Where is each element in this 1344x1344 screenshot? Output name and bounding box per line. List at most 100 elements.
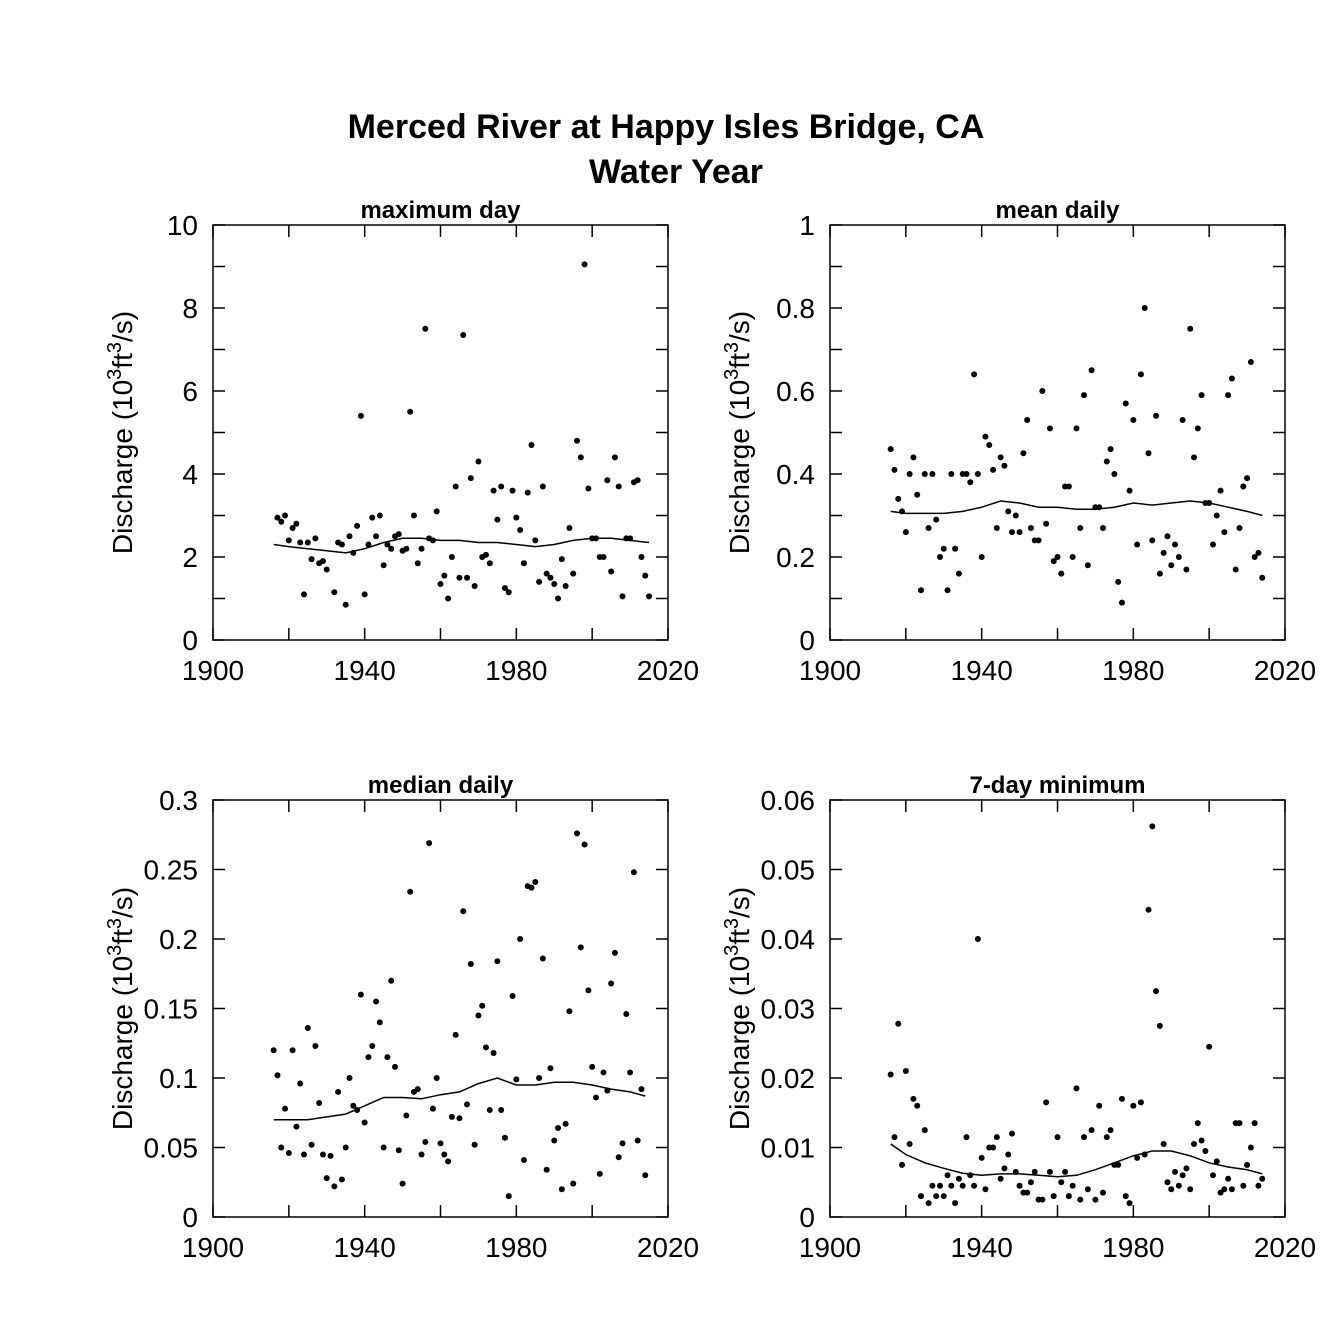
data-point-mean-daily xyxy=(1134,541,1141,548)
data-point-median-daily xyxy=(282,1105,289,1112)
data-point-seven-day-min xyxy=(1221,1186,1228,1193)
data-point-max-day xyxy=(331,589,338,596)
data-point-max-day xyxy=(395,531,402,538)
data-point-seven-day-min xyxy=(982,1186,989,1193)
data-point-seven-day-min xyxy=(936,1182,943,1189)
data-point-seven-day-min xyxy=(1236,1120,1243,1127)
data-point-mean-daily xyxy=(936,554,943,560)
y-tick-label-max-day: 2 xyxy=(182,542,198,573)
data-point-mean-daily xyxy=(1232,566,1239,573)
data-point-max-day xyxy=(501,585,508,592)
data-point-seven-day-min xyxy=(944,1172,951,1179)
data-point-median-daily xyxy=(289,1047,296,1054)
data-point-seven-day-min xyxy=(940,1193,947,1200)
data-point-median-daily xyxy=(562,1120,569,1127)
data-point-max-day xyxy=(278,518,285,525)
data-point-mean-daily xyxy=(1024,417,1031,424)
data-point-median-daily xyxy=(505,1193,512,1200)
data-point-median-daily xyxy=(456,1115,463,1122)
x-tick-label-mean-daily: 1940 xyxy=(951,655,1013,686)
y-tick-label-max-day: 10 xyxy=(167,210,198,241)
y-tick-label-seven-day-min: 0.06 xyxy=(761,785,816,816)
data-point-seven-day-min xyxy=(1073,1085,1080,1092)
data-point-mean-daily xyxy=(1175,554,1182,560)
data-point-median-daily xyxy=(509,992,516,999)
data-point-mean-daily xyxy=(1236,524,1243,531)
data-point-max-day xyxy=(494,516,501,523)
data-point-max-day xyxy=(289,524,296,531)
data-point-median-daily xyxy=(392,1063,398,1070)
data-point-mean-daily xyxy=(1130,417,1137,424)
data-point-mean-daily xyxy=(1198,392,1205,399)
data-point-mean-daily xyxy=(952,545,959,552)
data-point-mean-daily xyxy=(1115,578,1122,585)
data-point-max-day xyxy=(433,508,440,515)
data-point-median-daily xyxy=(585,987,592,994)
data-point-median-daily xyxy=(316,1100,323,1107)
data-point-median-daily xyxy=(429,1105,436,1112)
data-point-median-daily xyxy=(608,980,615,987)
data-point-seven-day-min xyxy=(1160,1141,1167,1148)
data-point-max-day xyxy=(604,477,611,484)
data-point-max-day xyxy=(600,554,607,560)
data-point-max-day xyxy=(528,441,535,448)
smooth-line-mean-daily xyxy=(890,500,1263,517)
data-point-median-daily xyxy=(494,958,501,965)
data-point-max-day xyxy=(577,454,584,461)
y-tick-label-mean-daily: 0.4 xyxy=(776,459,815,490)
data-point-seven-day-min xyxy=(1259,1175,1266,1182)
data-point-seven-day-min xyxy=(948,1182,955,1189)
data-point-max-day xyxy=(346,533,353,540)
data-point-median-daily xyxy=(460,908,467,915)
y-tick-label-seven-day-min: 0.03 xyxy=(761,994,816,1025)
data-point-seven-day-min xyxy=(1043,1099,1050,1106)
data-point-median-daily xyxy=(589,1063,596,1070)
panel-seven-day-min: 7-day minimum 1900 1940 1980 2020 0 0.01 0.02 0.… xyxy=(721,772,1316,1263)
data-point-median-daily xyxy=(634,1137,641,1144)
data-point-median-daily xyxy=(475,1012,482,1019)
panel-mean-daily: mean daily 1900 1940 1980 2020 0 0.2 0.4 0.6 0.8 1… xyxy=(721,197,1316,686)
x-tick-label-max-day: 2020 xyxy=(637,655,699,686)
y-axis-label-max-day: Discharge (103ft3/s) xyxy=(104,311,138,554)
data-point-median-daily xyxy=(574,830,580,837)
figure-subtitle: Water Year xyxy=(589,153,763,191)
data-point-seven-day-min xyxy=(1126,1200,1133,1207)
data-point-seven-day-min xyxy=(1206,1043,1213,1050)
data-point-mean-daily xyxy=(1247,358,1254,365)
data-point-max-day xyxy=(543,570,550,577)
data-point-median-daily xyxy=(532,879,539,886)
data-point-median-daily xyxy=(278,1144,285,1151)
data-point-mean-daily xyxy=(955,570,962,577)
data-point-max-day xyxy=(441,572,448,579)
data-point-median-daily xyxy=(293,1123,300,1130)
data-point-median-daily xyxy=(467,961,474,968)
data-point-max-day xyxy=(581,261,588,268)
y-tick-label-seven-day-min: 0.01 xyxy=(761,1133,816,1164)
data-point-mean-daily xyxy=(1156,570,1163,577)
data-point-median-daily xyxy=(452,1031,459,1038)
data-point-mean-daily xyxy=(997,454,1004,461)
data-point-seven-day-min xyxy=(1198,1137,1205,1144)
data-point-mean-daily xyxy=(929,471,936,477)
data-point-median-daily xyxy=(600,1069,607,1076)
data-point-max-day xyxy=(555,595,562,602)
data-point-seven-day-min xyxy=(1024,1189,1031,1196)
data-point-max-day xyxy=(536,578,543,585)
data-point-mean-daily xyxy=(986,441,993,448)
data-point-mean-daily xyxy=(1077,524,1084,531)
data-point-max-day xyxy=(361,591,368,598)
data-point-mean-daily xyxy=(1009,529,1015,536)
x-tick-label-seven-day-min: 1940 xyxy=(951,1232,1013,1263)
data-point-seven-day-min xyxy=(1194,1120,1201,1127)
data-point-seven-day-min xyxy=(1137,1099,1144,1106)
data-point-max-day xyxy=(558,556,565,563)
data-point-mean-daily xyxy=(1020,450,1027,457)
data-point-seven-day-min xyxy=(910,1095,917,1102)
y-tick-label-max-day: 8 xyxy=(182,293,198,324)
data-point-mean-daily xyxy=(1073,425,1080,432)
data-point-median-daily xyxy=(365,1054,372,1061)
data-point-median-daily xyxy=(627,1069,634,1076)
x-tick-label-median-daily: 1900 xyxy=(182,1232,244,1263)
data-point-mean-daily xyxy=(1153,412,1160,419)
data-point-seven-day-min xyxy=(1088,1127,1095,1134)
